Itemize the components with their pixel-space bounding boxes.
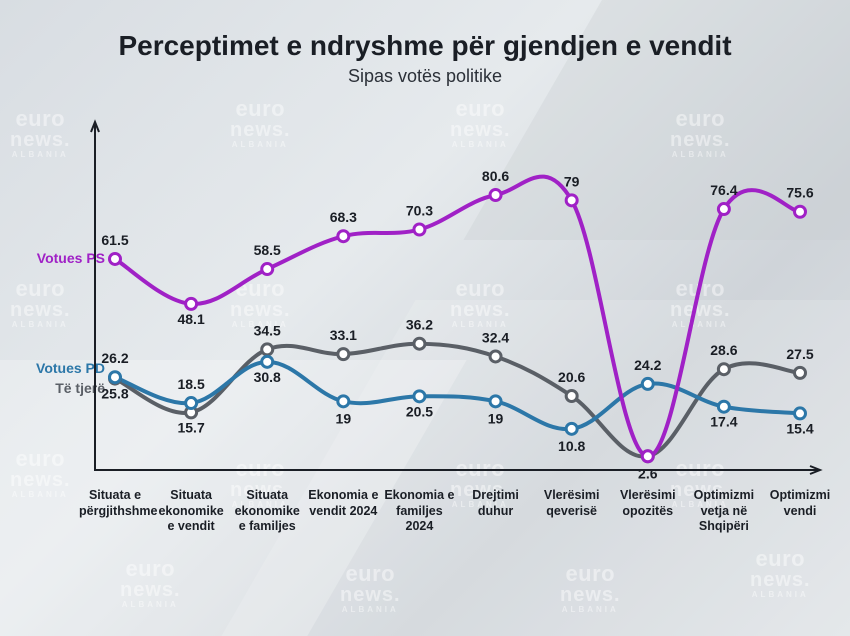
value-label: 25.8: [101, 386, 128, 402]
marker-pd: [110, 372, 121, 383]
marker-pd: [338, 396, 349, 407]
value-label: 33.1: [330, 327, 357, 343]
legend-label-pd: Votues PD: [20, 360, 105, 376]
marker-pd: [566, 423, 577, 434]
value-label: 36.2: [406, 317, 433, 333]
value-label: 30.8: [254, 369, 281, 385]
x-label: Optimizmi vendi: [764, 488, 836, 519]
marker-other: [490, 351, 501, 362]
value-label: 19: [336, 410, 352, 426]
marker-ps: [110, 253, 121, 264]
marker-other: [718, 364, 729, 375]
plot-area: 25.8 15.7 34.5 33.1 36.2 32.4 20.6 28.6 27.5 26.2…: [95, 120, 820, 475]
value-label: 61.5: [101, 232, 128, 248]
x-label: Ekonomia e familjes 2024: [383, 488, 455, 535]
marker-pd: [642, 378, 653, 389]
marker-ps: [642, 451, 653, 462]
plot-svg: 25.8 15.7 34.5 33.1 36.2 32.4 20.6 28.6 27.5 26.2…: [95, 120, 820, 475]
watermark: euronews.ALBANIA: [10, 448, 71, 499]
marker-pd: [262, 356, 273, 367]
x-label: Optimizmi vetja në Shqipëri: [688, 488, 760, 535]
x-label: Situata ekonomike e vendit: [155, 488, 227, 535]
value-label: 18.5: [177, 376, 204, 392]
marker-ps: [718, 204, 729, 215]
marker-pd: [490, 396, 501, 407]
marker-ps: [186, 298, 197, 309]
legend-label-other: Të tjerë: [20, 380, 105, 396]
value-label: 2.6: [638, 465, 658, 481]
value-label: 15.4: [786, 420, 813, 436]
marker-other: [262, 344, 273, 355]
marker-ps: [795, 206, 806, 217]
x-axis-labels: Situata e përgjithshmeSituata ekonomike …: [95, 488, 820, 578]
value-label: 58.5: [254, 242, 281, 258]
value-label: 68.3: [330, 209, 357, 225]
x-label: Drejtimi duhur: [460, 488, 532, 519]
value-label: 75.6: [786, 185, 813, 201]
marker-ps: [490, 189, 501, 200]
x-label: Vlerësimi qeverisë: [536, 488, 608, 519]
series-line-ps: [115, 177, 800, 457]
value-label: 15.7: [177, 419, 204, 435]
value-label: 20.5: [406, 403, 433, 419]
value-label: 26.2: [101, 350, 128, 366]
legend-label-ps: Votues PS: [20, 250, 105, 266]
value-label: 27.5: [786, 346, 813, 362]
marker-ps: [566, 195, 577, 206]
marker-ps: [262, 264, 273, 275]
marker-pd: [186, 398, 197, 409]
x-label: Vlerësimi opozitës: [612, 488, 684, 519]
marker-ps: [338, 231, 349, 242]
value-label: 76.4: [710, 182, 737, 198]
marker-pd: [718, 401, 729, 412]
x-label: Situata ekonomike e familjes: [231, 488, 303, 535]
marker-pd: [414, 391, 425, 402]
chart-canvas: euronews.ALBANIA euronews.ALBANIA euronews…: [0, 0, 850, 636]
value-label: 70.3: [406, 202, 433, 218]
marker-other: [414, 338, 425, 349]
chart-subtitle: Sipas votës politike: [0, 66, 850, 87]
marker-pd: [795, 408, 806, 419]
chart-title: Perceptimet e ndryshme për gjendjen e ve…: [0, 30, 850, 62]
marker-ps: [414, 224, 425, 235]
value-label: 17.4: [710, 414, 737, 430]
value-label: 48.1: [177, 311, 204, 327]
x-label: Situata e përgjithshme: [79, 488, 151, 519]
value-label: 24.2: [634, 357, 661, 373]
watermark: euronews.ALBANIA: [10, 278, 71, 329]
x-label: Ekonomia e vendit 2024: [307, 488, 379, 519]
marker-other: [566, 390, 577, 401]
value-label: 28.6: [710, 342, 737, 358]
value-label: 19: [488, 410, 504, 426]
value-label: 10.8: [558, 438, 585, 454]
value-label: 20.6: [558, 369, 585, 385]
marker-other: [795, 367, 806, 378]
marker-other: [338, 349, 349, 360]
watermark: euronews.ALBANIA: [10, 108, 71, 159]
value-label: 79: [564, 173, 580, 189]
value-label: 80.6: [482, 168, 509, 184]
value-label: 34.5: [254, 322, 281, 338]
value-label: 32.4: [482, 329, 509, 345]
series-line-other: [115, 344, 800, 457]
